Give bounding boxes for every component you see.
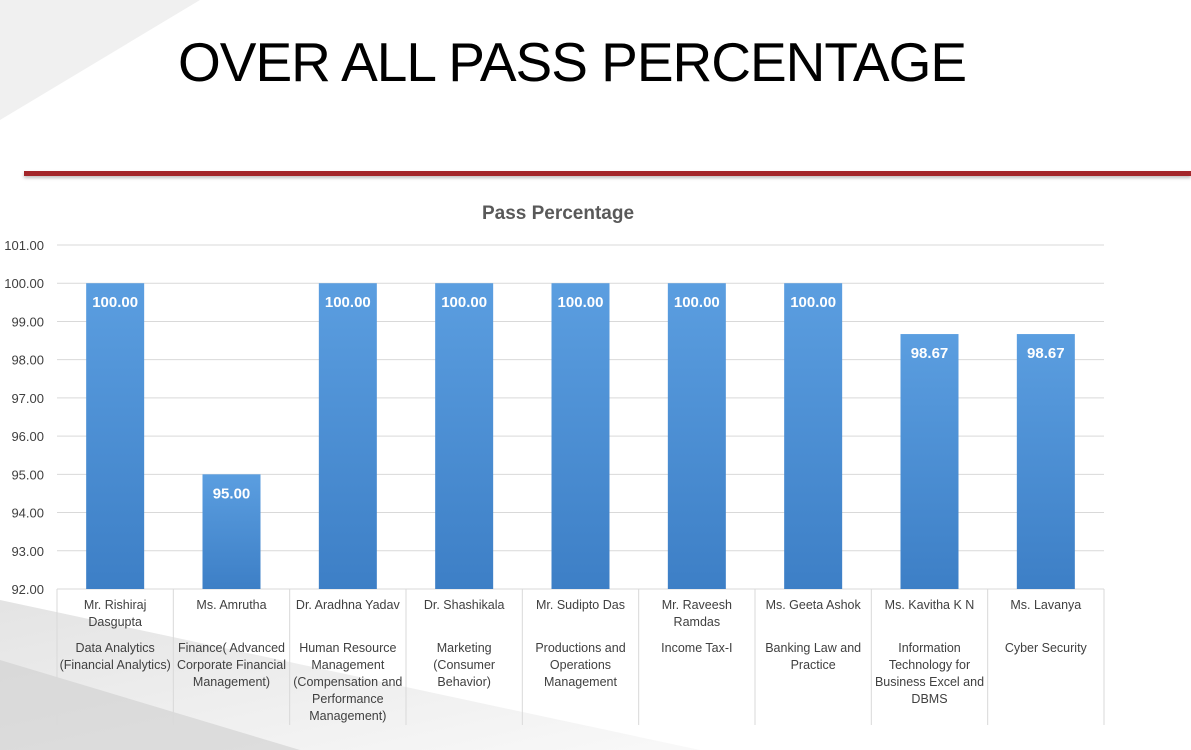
y-tick-label: 93.00	[11, 544, 44, 559]
bar	[667, 283, 726, 589]
y-tick-label: 99.00	[11, 314, 44, 329]
title-divider	[24, 171, 1191, 176]
data-label: 100.00	[558, 294, 604, 311]
y-tick-label: 97.00	[11, 391, 44, 406]
y-tick-label: 101.00	[4, 238, 44, 253]
category-label: Mr. Sudipto Das Productions and Operation…	[523, 597, 637, 691]
category-label: Ms. Kavitha K N Information Technology fo…	[872, 597, 986, 708]
category-label: Ms. Amrutha Finance( Advanced Corporate F…	[174, 597, 288, 691]
category-label: Mr. Rishiraj Dasgupta Data Analytics (Fin…	[58, 597, 172, 674]
bar	[551, 283, 610, 589]
y-tick-label: 95.00	[11, 467, 44, 482]
subject-name: Data Analytics (Financial Analytics)	[59, 641, 171, 672]
data-label: 98.67	[1027, 345, 1065, 362]
instructor-name: Ms. Geeta Ashok	[765, 598, 861, 612]
subject-name: Productions and Operations Management	[535, 641, 626, 689]
chart-title: Pass Percentage	[482, 203, 634, 224]
category-label: Dr. Aradhna Yadav Human Resource Manageme…	[291, 597, 405, 725]
y-tick-label: 94.00	[11, 506, 44, 521]
bar	[202, 474, 261, 589]
y-tick-label: 96.00	[11, 429, 44, 444]
slide-title: OVER ALL PASS PERCENTAGE	[178, 31, 967, 93]
data-label: 100.00	[92, 294, 138, 311]
subject-name: Banking Law and Practice	[765, 641, 862, 672]
data-label: 100.00	[674, 294, 720, 311]
instructor-name: Mr. Raveesh Ramdas	[661, 598, 732, 629]
subject-name: Marketing (Consumer Behavior)	[433, 641, 496, 689]
bar	[86, 283, 145, 589]
y-tick-label: 98.00	[11, 353, 44, 368]
bar	[318, 283, 377, 589]
category-label: Mr. Raveesh Ramdas Income Tax-I	[640, 597, 754, 657]
subject-name: Cyber Security	[1004, 641, 1087, 655]
instructor-name: Mr. Rishiraj Dasgupta	[83, 598, 147, 629]
bar	[900, 334, 959, 589]
y-tick-label: 100.00	[4, 276, 44, 291]
instructor-name: Dr. Aradhna Yadav	[295, 598, 400, 612]
pass-percentage-chart: Pass Percentage 92.00 93.00 94.00 95.00 96.0…	[4, 203, 1105, 725]
data-label: 98.67	[911, 345, 949, 362]
data-label: 100.00	[790, 294, 836, 311]
bar	[784, 283, 843, 589]
category-label: Dr. Shashikala Marketing (Consumer Behavi…	[407, 597, 521, 691]
category-label: Ms. Lavanya Cyber Security	[989, 597, 1103, 657]
bar	[435, 283, 494, 589]
subject-name: Information Technology for Business Exce…	[874, 641, 985, 706]
data-label: 100.00	[441, 294, 487, 311]
instructor-name: Dr. Shashikala	[423, 598, 505, 612]
instructor-name: Ms. Amrutha	[196, 598, 267, 612]
instructor-name: Ms. Lavanya	[1010, 598, 1082, 612]
bar	[1016, 334, 1075, 589]
y-tick-label: 92.00	[11, 582, 44, 597]
category-label: Ms. Geeta Ashok Banking Law and Practice	[756, 597, 870, 674]
subject-name: Human Resource Management (Compensation …	[293, 641, 403, 723]
instructor-name: Mr. Sudipto Das	[536, 598, 625, 612]
data-label: 100.00	[325, 294, 371, 311]
instructor-name: Ms. Kavitha K N	[884, 598, 975, 612]
data-label: 95.00	[213, 485, 251, 502]
subject-name: Income Tax-I	[661, 641, 733, 655]
subject-name: Finance( Advanced Corporate Financial Ma…	[176, 641, 287, 689]
